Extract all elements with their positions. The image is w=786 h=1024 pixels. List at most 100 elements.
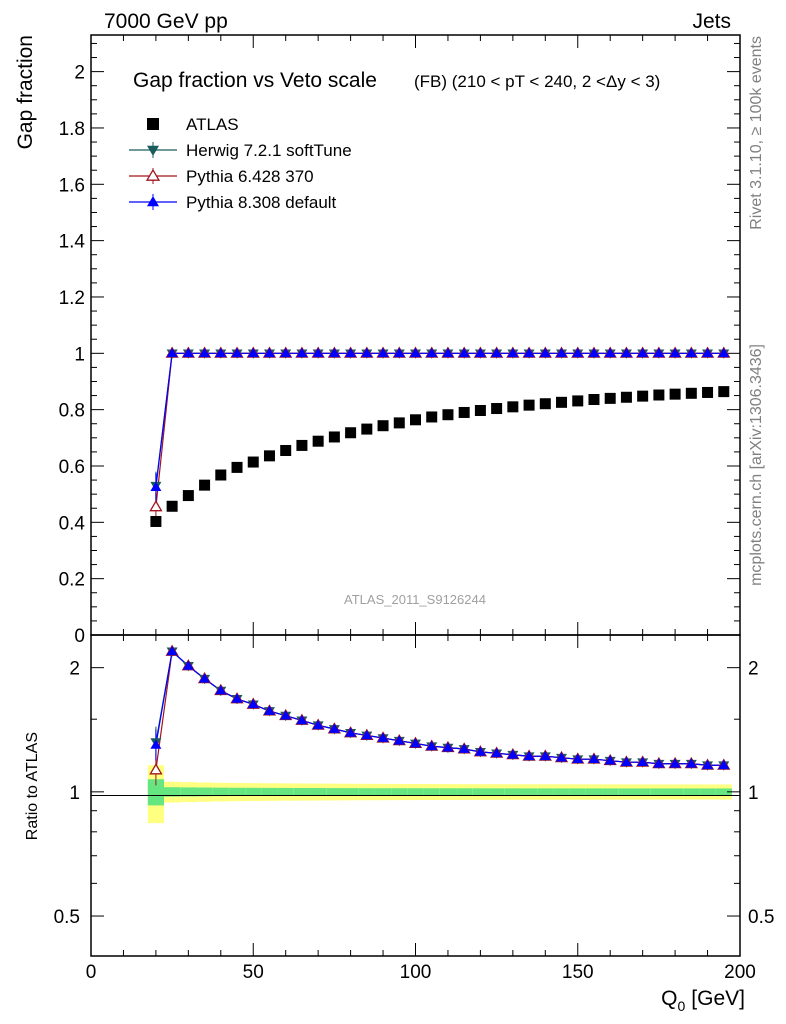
data-point: [361, 423, 373, 435]
x-axis-label-unit: [GeV]: [691, 987, 745, 1010]
legend-marker: [147, 145, 159, 156]
data-point: [507, 401, 519, 413]
data-point: [296, 439, 308, 451]
mc-point: [263, 347, 275, 358]
x-tick-label: 100: [400, 962, 432, 983]
x-tick-label: 0: [86, 962, 97, 983]
mc-point: [215, 347, 227, 358]
data-point: [247, 456, 259, 468]
ratio-point: [637, 756, 649, 767]
data-point: [377, 420, 389, 432]
data-point: [442, 409, 454, 421]
ratio-point: [491, 747, 503, 758]
ratio-point: [393, 735, 405, 745]
ratio-y-tick-label: 1: [69, 783, 80, 804]
ratio-band-inner: [164, 787, 181, 797]
main-ylabel: Gap fraction: [14, 35, 37, 149]
ratio-series-line: [155, 650, 724, 771]
mcplots-label: mcplots.cern.ch [arXiv:1306.3436]: [748, 344, 765, 586]
main-series: [149, 346, 731, 527]
ratio-series-line: [155, 650, 724, 766]
ratio-point: [296, 714, 308, 725]
mc-point: [442, 347, 454, 358]
ratio-point: [442, 742, 454, 752]
data-point: [166, 500, 178, 512]
mc-point: [247, 347, 259, 358]
data-point: [215, 469, 227, 481]
main-y-tick-label: 1.4: [59, 232, 86, 253]
ratio-y-tick-label-right: 1: [748, 783, 759, 804]
mc-point: [410, 347, 421, 358]
ratio-band-inner: [472, 788, 489, 796]
mc-point: [150, 481, 162, 491]
mc-point: [604, 347, 616, 358]
data-point: [458, 406, 470, 418]
mc-point: [523, 347, 535, 358]
ratio-band-inner: [196, 787, 213, 797]
data-point: [474, 404, 486, 416]
mc-point: [361, 347, 373, 358]
main-y-tick-label: 2: [74, 63, 85, 84]
main-y-tick-label: 1: [74, 344, 85, 365]
ratio-point: [474, 746, 486, 756]
legend-entry: ATLAS: [147, 115, 239, 134]
ratio-band-inner: [391, 788, 408, 796]
header-left: 7000 GeV pp: [104, 10, 228, 33]
ratio-y-tick-label-right: 0.5: [748, 907, 774, 928]
data-point: [669, 388, 681, 400]
ratio-point: [572, 753, 584, 764]
data-point: [426, 411, 438, 423]
watermark: ATLAS_2011_S9126244: [344, 592, 486, 607]
data-point: [150, 515, 162, 527]
x-tick-label: 200: [724, 962, 756, 983]
mc-point: [539, 347, 551, 358]
ratio-band-inner: [537, 788, 554, 796]
x-axis-label: Q0 [GeV]: [661, 987, 745, 1014]
mc-point: [231, 347, 243, 358]
data-point: [393, 417, 405, 429]
ratio-point: [588, 753, 600, 764]
data-point: [588, 394, 600, 406]
ratio-band-inner: [666, 788, 684, 796]
mc-point: [182, 347, 194, 358]
ratio-point: [361, 729, 373, 740]
ratio-point: [312, 719, 324, 730]
main-y-ticks: 0 0.2 0.4 0.6 0.8 1 1.2 1.4 1.6 1.8 2: [59, 42, 740, 647]
ratio-point: [685, 758, 697, 768]
x-ticks: 0 50 100 150 200: [86, 35, 756, 983]
mc-point: [328, 347, 340, 358]
ratio-band-inner: [683, 788, 700, 796]
ratio-band-inner: [180, 787, 197, 797]
x-tick-label: 150: [562, 962, 594, 983]
mc-point: [426, 347, 438, 358]
mc-point: [149, 500, 163, 512]
rivet-label: Rivet 3.1.10, ≥ 100k events: [748, 36, 765, 230]
mc-point: [166, 347, 178, 358]
x-axis-label-subscript: 0: [678, 998, 686, 1014]
data-point: [523, 399, 535, 411]
ratio-band-inner: [228, 787, 246, 797]
ratio-point: [231, 693, 243, 703]
legend-label: Pythia 8.308 default: [186, 193, 337, 212]
data-point: [491, 403, 503, 415]
ratio-point: [247, 698, 259, 709]
data-point: [620, 391, 632, 403]
data-point: [312, 435, 324, 447]
mc-point: [620, 347, 632, 358]
ratio-point: [377, 732, 389, 742]
mc-point: [556, 347, 568, 358]
ratio-band-inner: [602, 788, 619, 796]
data-point: [572, 395, 584, 407]
ratio-y-tick-label: 2: [69, 659, 80, 680]
mc-point: [199, 347, 211, 358]
header-right: Jets: [692, 10, 731, 33]
data-point: [263, 450, 275, 462]
data-point: [231, 461, 243, 473]
ratio-band-inner: [407, 788, 424, 796]
legend-marker: [147, 196, 159, 207]
ratio-point: [215, 685, 227, 695]
mc-point: [393, 347, 405, 358]
legend-marker: [147, 118, 159, 130]
mc-point: [702, 347, 714, 358]
data-point: [556, 396, 568, 408]
